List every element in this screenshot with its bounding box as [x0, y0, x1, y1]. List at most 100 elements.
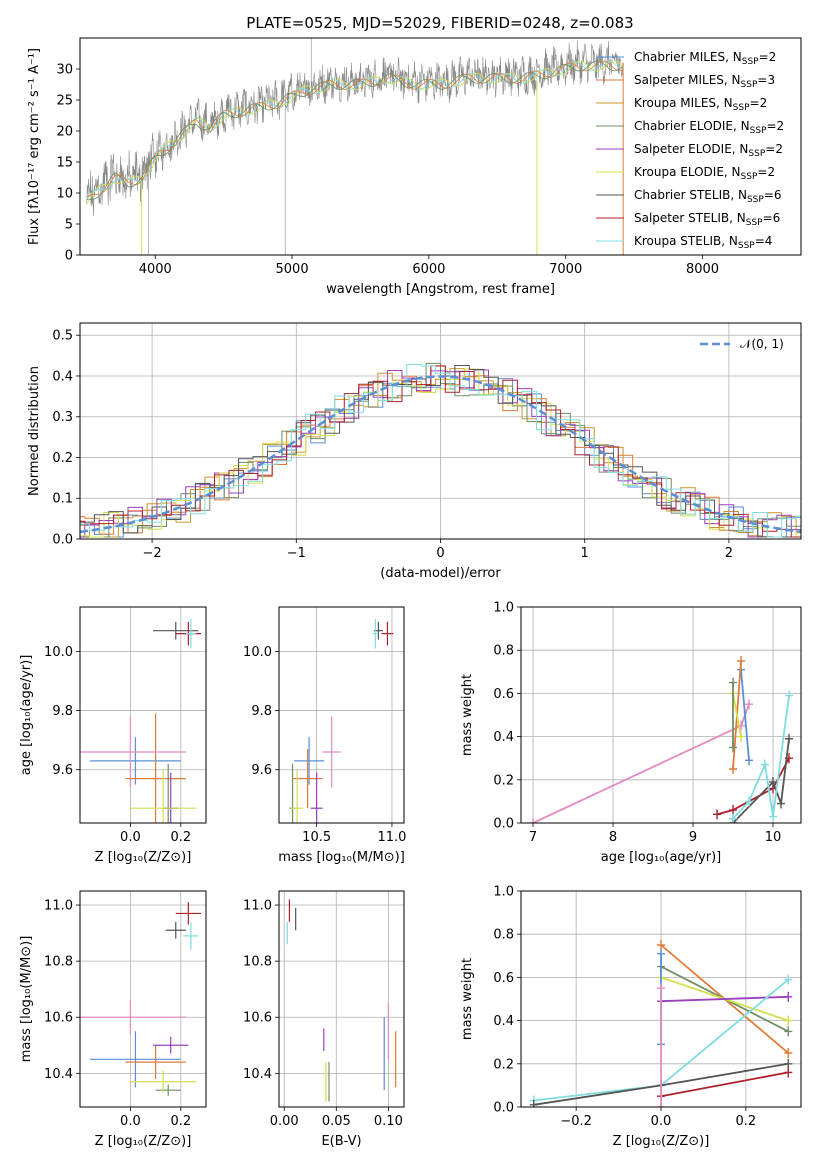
- x-tick-label: 11.0: [377, 830, 406, 845]
- legend-label-sub: SSP: [733, 103, 750, 113]
- x-tick-label: 0.00: [270, 1114, 299, 1129]
- legend-label: Chabrier MILES, NSSP=2: [634, 50, 776, 67]
- x-axis-label: age [log₁₀(age/yr)]: [601, 850, 722, 865]
- y-tick-label: 0.3: [52, 410, 73, 425]
- panel-weight_Z: −0.2 0.0 0.2 0.0 0.2 0.4 0.6 0.8 1.0 Z [log₁₀(Z/Z…: [460, 885, 802, 1149]
- legend-label-sub: SSP: [742, 57, 759, 67]
- axes-frame: [278, 890, 405, 1108]
- legend-label: Kroupa MILES, NSSP=2: [634, 96, 767, 113]
- weight-point-marker: [745, 796, 753, 807]
- legend-label-sub: SSP: [748, 149, 765, 159]
- y-tick-label: 0.2: [52, 451, 73, 466]
- y-tick-label: 0.4: [493, 1014, 514, 1029]
- panel-age_Z: 0.0 0.2 9.6 9.8 10.0 Z [log₁₀(Z/Z⊙)] age [log₁…: [19, 606, 207, 865]
- legend-label-text: Salpeter MILES, N: [634, 73, 741, 87]
- histogram-step-line: [80, 365, 801, 538]
- weight-point-marker: [657, 948, 665, 959]
- weight-point-marker: [729, 813, 737, 823]
- x-tick-label: −1: [287, 546, 306, 561]
- x-axis-label: wavelength [Angstrom, rest frame]: [326, 282, 555, 297]
- panel-age_mass: 10.5 11.0 9.6 9.8 10.0 mass [log₁₀(M/M⊙)]: [243, 606, 406, 865]
- x-tick-label: 5000: [276, 262, 309, 277]
- legend-label: Salpeter MILES, NSSP=3: [634, 73, 775, 90]
- legend-label-suffix: =2: [759, 50, 777, 64]
- weight-point-marker: [729, 742, 737, 753]
- legend-label-suffix: =2: [766, 119, 784, 133]
- legend-label: Kroupa ELODIE, NSSP=2: [634, 165, 775, 182]
- legend-label-sub: SSP: [747, 195, 764, 205]
- legend-label-suffix: =3: [757, 73, 775, 87]
- axes-frame: [520, 606, 802, 824]
- x-axis-label: Z [log₁₀(Z/Z⊙)]: [95, 1134, 192, 1149]
- y-tick-label: 0.8: [493, 928, 514, 943]
- weight-point-marker: [784, 1058, 793, 1069]
- y-axis-label: mass weight: [460, 958, 475, 1040]
- legend-label-suffix: =4: [755, 234, 773, 248]
- panel-residuals: −2 −1 0 1 2 0.0 0.1 0.2 0.3 0.4 0.5 (data-model)/er…: [27, 322, 802, 581]
- y-tick-label: 10.0: [44, 645, 73, 660]
- legend-label-suffix: =2: [765, 142, 783, 156]
- weight-point-marker: [729, 677, 737, 688]
- weight-point-marker: [785, 733, 793, 744]
- weight-point-marker: [657, 940, 665, 950]
- weight-point-marker: [657, 1102, 665, 1107]
- axes-frame: [79, 890, 207, 1108]
- legend-label-text: Salpeter ELODIE, N: [634, 142, 748, 156]
- x-tick-label: 0.0: [651, 1114, 672, 1129]
- y-tick-label: 0.5: [52, 329, 73, 344]
- y-tick-label: 9.6: [52, 763, 73, 778]
- x-tick-label: 0.2: [170, 1114, 191, 1129]
- weight-point-marker: [769, 776, 777, 787]
- x-tick-label: 10.5: [302, 830, 331, 845]
- x-tick-label: 7: [529, 830, 537, 845]
- plot-area-residuals: [80, 362, 801, 538]
- y-tick-label: 0.0: [493, 1101, 514, 1116]
- histogram-step-line: [80, 368, 801, 538]
- legend-label-suffix: =2: [757, 165, 775, 179]
- x-tick-label: 0.2: [170, 830, 191, 845]
- legend-label-sub: SSP: [750, 126, 767, 136]
- y-axis-label: mass weight: [460, 674, 475, 756]
- x-axis-label: mass [log₁₀(M/M⊙)]: [278, 850, 405, 865]
- y-axis-label: mass [log₁₀(M/M⊙)]: [19, 936, 34, 1063]
- x-tick-label: −2: [143, 546, 162, 561]
- y-tick-label: 11.0: [243, 899, 272, 914]
- weight-point-marker: [784, 1015, 793, 1026]
- weight-point-marker: [737, 731, 745, 742]
- weight-point-marker: [784, 1026, 793, 1037]
- residual-legend: 𝒩(0, 1): [700, 337, 784, 351]
- y-tick-label: 11.0: [44, 899, 73, 914]
- x-axis-label: Z [log₁₀(Z/Z⊙)]: [95, 850, 192, 865]
- weight-series-line: [532, 703, 750, 823]
- x-tick-label: 2: [725, 546, 733, 561]
- figure-title: PLATE=0525, MJD=52029, FIBERID=0248, z=0…: [246, 14, 633, 32]
- x-tick-label: 0.0: [120, 1114, 141, 1129]
- plot-area-weight_Z: [529, 940, 793, 1107]
- legend-label-text: Chabrier MILES, N: [634, 50, 742, 64]
- weight-point-marker: [729, 764, 737, 774]
- y-tick-label: 9.8: [251, 704, 272, 719]
- y-tick-label: 9.6: [251, 763, 272, 778]
- weight-series-line: [660, 995, 789, 1003]
- y-tick-label: 0.4: [52, 369, 73, 384]
- x-tick-label: 8: [609, 830, 617, 845]
- weight-point-marker: [784, 1048, 793, 1058]
- axes-frame: [278, 606, 405, 824]
- axes-frame: [79, 606, 207, 824]
- legend-label: 𝒩(0, 1): [740, 337, 784, 351]
- weight-point-marker: [769, 811, 777, 822]
- y-tick-label: 10.8: [44, 955, 73, 970]
- x-tick-label: 4000: [139, 262, 172, 277]
- panel-mass_Z: 0.0 0.2 10.4 10.6 10.8 11.0 Z [log₁₀(Z/Z⊙)] mas…: [19, 890, 207, 1149]
- plot-area-weight_age: [529, 656, 793, 823]
- legend-label-text: Kroupa MILES, N: [634, 96, 733, 110]
- y-tick-label: 10.0: [243, 645, 272, 660]
- x-axis-label: Z [log₁₀(Z/Z⊙)]: [613, 1134, 710, 1149]
- legend-label-text: Chabrier STELIB, N: [634, 188, 747, 202]
- weight-point-marker: [784, 991, 793, 1002]
- weight-point-marker: [713, 809, 721, 820]
- y-tick-label: 0.0: [52, 533, 73, 548]
- x-tick-label: 0.2: [736, 1114, 757, 1129]
- legend-label: Salpeter STELIB, NSSP=6: [634, 211, 780, 228]
